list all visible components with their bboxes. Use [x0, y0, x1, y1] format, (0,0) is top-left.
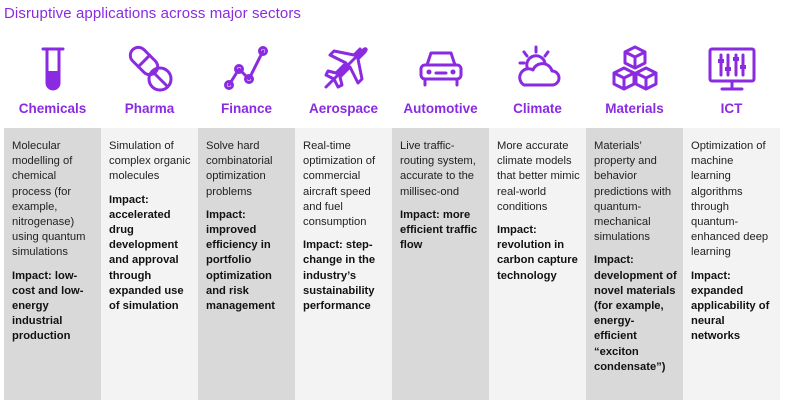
sector-impact: Impact: more efficient traffic flow [400, 208, 478, 252]
column-climate: Climate More accurate climate models tha… [489, 36, 586, 400]
column-pharma: Pharma Simulation of complex organic mol… [101, 36, 198, 400]
sector-cell: More accurate climate models that better… [489, 128, 586, 400]
sector-impact: Impact: low-cost and low-energy industri… [12, 269, 84, 343]
monitor-sliders-icon [708, 47, 755, 91]
sector-impact: Impact: improved efficiency in portfolio… [206, 208, 276, 313]
airplane-icon [324, 47, 368, 89]
sector-cell: Molecular modelling of chemical process … [4, 128, 101, 400]
sector-description: Simulation of complex organic molecules [109, 140, 191, 183]
sector-description: Materials’ property and behavior predict… [594, 140, 672, 244]
sector-description: Real-time optimization of commercial air… [303, 140, 376, 229]
column-materials: Materials Materials’ property and behavi… [586, 36, 683, 400]
sector-cell: Real-time optimization of commercial air… [295, 128, 392, 400]
sector-cell: Optimization of machine learning algorit… [683, 128, 780, 400]
sector-impact: Impact: expanded applicability of neural… [691, 269, 770, 343]
sector-label: Aerospace [308, 101, 379, 116]
cubes-icon [612, 45, 657, 91]
sector-label: Finance [220, 101, 272, 116]
sector-description: Live traffic-routing system, accurate to… [400, 140, 476, 198]
column-automotive: Automotive Live traffic-routing system, … [392, 36, 489, 400]
sector-description: Optimization of machine learning algorit… [691, 140, 769, 259]
pills-icon [128, 45, 172, 92]
sector-cell: Solve hard combinatorial optimization pr… [198, 128, 295, 400]
line-graph-icon [223, 46, 268, 90]
sector-label: ICT [720, 101, 743, 116]
sector-description: More accurate climate models that better… [497, 140, 580, 213]
column-chemicals: Chemicals Molecular modelling of chemica… [4, 36, 101, 400]
sector-label: Chemicals [18, 101, 87, 116]
column-aerospace: Aerospace Real-time optimization of comm… [295, 36, 392, 400]
sector-label: Climate [513, 101, 562, 116]
sector-impact: Impact: step-change in the industry’s su… [303, 239, 376, 313]
sector-description: Molecular modelling of chemical process … [12, 140, 86, 259]
sector-columns: Chemicals Molecular modelling of chemica… [4, 36, 780, 400]
page-title: Disruptive applications across major sec… [4, 5, 302, 22]
sector-label: Materials [605, 101, 664, 116]
sector-cell: Live traffic-routing system, accurate to… [392, 128, 489, 400]
sector-impact: Impact: development of novel materials (… [594, 254, 677, 373]
sector-cell: Simulation of complex organic molecules … [101, 128, 198, 400]
column-ict: ICT Optimization of machine learning alg… [683, 36, 780, 400]
sector-label: Automotive [403, 101, 478, 116]
column-finance: Finance Solve hard combinatorial optimiz… [198, 36, 295, 400]
car-icon [419, 51, 462, 87]
sector-impact: Impact: revolution in carbon capture tec… [497, 224, 578, 282]
test-tube-icon [41, 47, 64, 91]
sector-label: Pharma [124, 101, 175, 116]
sun-cloud-icon [517, 45, 560, 87]
sector-description: Solve hard combinatorial optimization pr… [206, 140, 273, 198]
sector-impact: Impact: accelerated drug development and… [109, 193, 184, 313]
sector-cell: Materials’ property and behavior predict… [586, 128, 683, 400]
